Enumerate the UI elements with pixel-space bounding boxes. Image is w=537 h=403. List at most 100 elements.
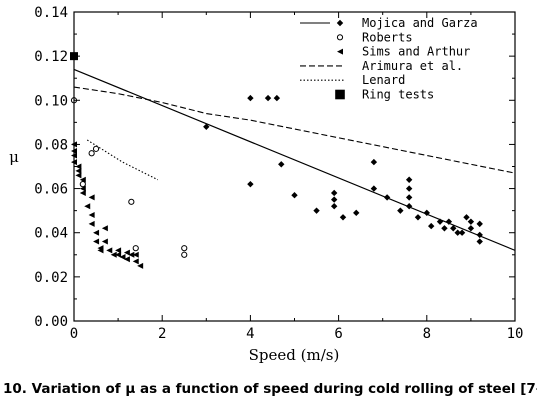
data-point [467, 218, 475, 225]
y-axis-label: μ [9, 148, 19, 166]
data-point [79, 176, 86, 183]
data-point [88, 212, 95, 219]
data-point [203, 123, 210, 130]
data-point [106, 247, 113, 254]
y-tick-labels: 0.00 0.02 0.04 0.06 0.08 0.10 0.12 0.14 [34, 5, 68, 330]
x-tick-label: 2 [158, 326, 166, 342]
data-point [93, 229, 100, 236]
data-point [476, 231, 483, 239]
legend-marker-sims-and-arthur [337, 48, 343, 55]
data-point [75, 167, 82, 174]
data-point [181, 251, 188, 258]
data-point [93, 238, 100, 245]
data-point [458, 229, 466, 236]
legend-label-mojica-and-garza: Mojica and Garza [362, 16, 478, 30]
data-point [123, 249, 130, 256]
data-point [463, 214, 470, 221]
data-point [330, 189, 338, 197]
data-point [278, 161, 285, 168]
data-point [428, 222, 435, 230]
data-point [423, 209, 430, 217]
data-point [101, 225, 108, 232]
data-point [414, 214, 422, 221]
data-point [450, 225, 457, 232]
data-point [454, 229, 461, 236]
data-point [330, 203, 338, 210]
data-point [405, 203, 413, 210]
x-tick-label: 4 [246, 326, 254, 342]
data-point [115, 247, 122, 254]
data-point [445, 218, 453, 225]
y-tick-label: 0.00 [34, 314, 68, 330]
data-point [128, 198, 135, 205]
data-point [247, 180, 254, 188]
x-tick-label: 0 [70, 326, 78, 342]
data-point [370, 158, 378, 166]
data-point [88, 194, 95, 201]
data-point [123, 256, 130, 263]
data-point [383, 194, 391, 201]
y-tick-label: 0.10 [34, 93, 68, 109]
data-point [92, 145, 100, 152]
data-point [436, 218, 444, 225]
data-point [97, 247, 104, 254]
series-line-lenard [86, 139, 159, 181]
data-point [71, 152, 77, 159]
data-point [405, 185, 413, 192]
series-line-arimura-et-al [73, 86, 516, 174]
y-tick-label: 0.14 [34, 5, 68, 21]
data-point [397, 207, 404, 214]
data-point [88, 220, 95, 227]
data-point [313, 207, 320, 214]
legend-label-arimura-et-al: Arimura et al. [362, 59, 463, 73]
data-point [137, 262, 144, 269]
data-point [71, 159, 77, 166]
x-tick-label: 8 [423, 326, 431, 342]
data-point [405, 176, 413, 183]
data-point [476, 238, 483, 245]
legend-label-lenard: Lenard [362, 73, 405, 87]
data-point [467, 225, 475, 232]
data-point [79, 189, 86, 196]
data-point [70, 97, 78, 104]
y-tick-label: 0.04 [34, 226, 68, 242]
data-point [71, 141, 77, 148]
data-point [181, 245, 188, 252]
legend-marker-roberts [336, 34, 344, 41]
data-point [75, 163, 82, 170]
data-point [353, 209, 360, 217]
y-tick-label: 0.06 [34, 182, 68, 198]
data-point [79, 181, 86, 188]
legend-label-ring-tests: Ring tests [362, 88, 434, 102]
data-point [128, 251, 135, 258]
data-point [75, 172, 82, 179]
data-point [115, 251, 122, 258]
data-point [119, 253, 126, 260]
data-point [273, 94, 281, 102]
data-point [476, 220, 483, 228]
data-point [132, 245, 139, 252]
legend-label-roberts: Roberts [362, 30, 413, 44]
y-tick-label: 0.12 [34, 49, 68, 65]
data-point [132, 251, 139, 258]
data-point [291, 191, 298, 199]
data-point [88, 150, 95, 157]
data-point [264, 94, 272, 102]
figure-caption: Fig. 10. Variation of μ as a function of… [0, 381, 537, 397]
x-axis-label: Speed (m/s) [249, 346, 340, 364]
data-point [441, 225, 448, 232]
legend-marker-mojica-and-garza [336, 19, 344, 27]
x-tick-labels: 0 2 4 6 8 10 [70, 326, 524, 342]
data-point [79, 185, 86, 192]
data-point [405, 194, 413, 201]
y-tick-label: 0.02 [34, 270, 68, 286]
data-point [84, 203, 91, 210]
series-markers [70, 52, 483, 269]
data-point [132, 258, 139, 265]
y-tick-label: 0.08 [34, 137, 68, 153]
data-point [247, 94, 254, 102]
data-point [370, 185, 378, 192]
legend-marker-ring-tests [335, 89, 345, 100]
